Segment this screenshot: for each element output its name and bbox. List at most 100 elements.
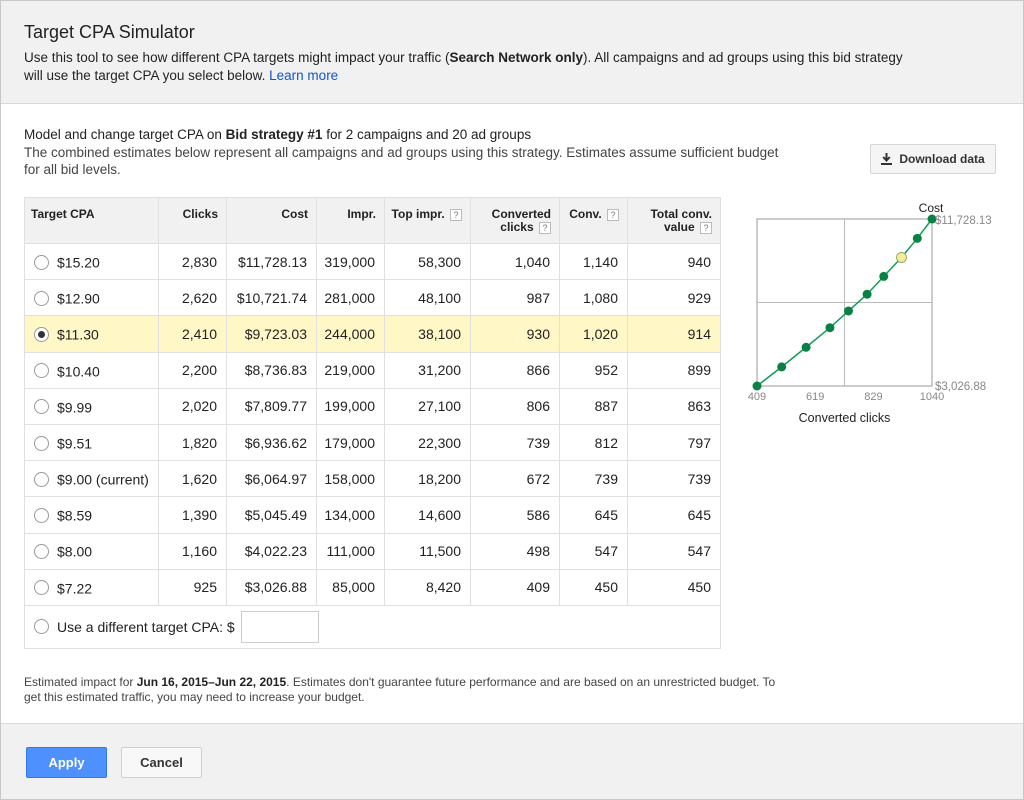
cpa-radio[interactable] xyxy=(34,399,49,415)
cpa-radio[interactable] xyxy=(34,544,49,560)
cpa-value: $9.00 (current) xyxy=(57,471,149,488)
cell-conv: 887 xyxy=(559,387,628,425)
col-header-conv[interactable]: Conv. ? xyxy=(559,197,628,244)
cell-total-conv-value: 797 xyxy=(627,423,721,462)
cpa-radio[interactable] xyxy=(34,435,49,451)
learn-more-link[interactable]: Learn more xyxy=(269,68,339,83)
table-row[interactable]: $11.30 2,410 $9,723.03 244,000 38,100 930 1,02… xyxy=(24,315,721,353)
footnote-date-range: Jun 16, 2015–Jun 22, 2015 xyxy=(136,675,287,689)
top-impr-label: Top impr. xyxy=(391,207,445,221)
table-row[interactable]: $15.20 2,830 $11,728.13 319,000 58,300 1,040 1… xyxy=(24,242,721,281)
cell-converted-clicks: 586 xyxy=(470,496,560,534)
cell-total-conv-value: 914 xyxy=(627,315,721,353)
col-header-total-conv-value[interactable]: Total conv. value ? xyxy=(627,197,721,244)
cell-impr: 158,000 xyxy=(316,460,385,498)
chart-point xyxy=(825,323,835,333)
cell-cost: $8,736.83 xyxy=(226,351,317,389)
table-row[interactable]: $7.22 925 $3,026.88 85,000 8,420 409 450 450 xyxy=(24,568,721,606)
cell-total-conv-value: 863 xyxy=(627,387,721,425)
cell-conv: 1,140 xyxy=(559,242,628,281)
download-icon xyxy=(881,153,893,165)
cpa-radio[interactable] xyxy=(34,254,49,270)
cell-conv: 1,080 xyxy=(559,279,628,317)
custom-cpa-input[interactable] xyxy=(240,610,319,643)
cpa-radio[interactable] xyxy=(34,508,49,524)
cancel-button[interactable]: Cancel xyxy=(121,747,202,778)
help-icon[interactable]: ? xyxy=(539,221,551,234)
cell-clicks: 2,620 xyxy=(158,279,227,317)
cpa-value: $10.40 xyxy=(57,362,100,379)
cell-impr: 85,000 xyxy=(316,568,385,606)
cell-total-conv-value: 645 xyxy=(627,496,721,534)
cpa-radio[interactable] xyxy=(34,327,49,343)
table-header-row: Target CPA Clicks Cost Impr. Top impr. ?… xyxy=(24,197,721,244)
cpa-value: $12.90 xyxy=(57,290,100,307)
apply-button[interactable]: Apply xyxy=(26,747,107,778)
table-row[interactable]: $9.00 (current) 1,620 $6,064.97 158,000 18,2… xyxy=(24,460,721,498)
cpa-value: $8.00 xyxy=(57,543,93,560)
cell-total-conv-value: 547 xyxy=(627,532,721,570)
cell-clicks: 1,820 xyxy=(158,423,227,462)
cell-conv: 450 xyxy=(559,568,628,606)
table-row[interactable]: $9.99 2,020 $7,809.77 199,000 27,100 806 887 86… xyxy=(24,387,721,425)
model-line: Model and change target CPA on Bid strat… xyxy=(24,127,531,142)
cost-vs-converted-clicks-chart: Cost $11,728.13 $3,026.88 409 619 829 1040 Conv… xyxy=(736,196,1016,436)
cell-impr: 281,000 xyxy=(316,279,385,317)
cell-cost: $6,064.97 xyxy=(226,460,317,498)
cpa-radio[interactable] xyxy=(34,363,49,379)
cell-converted-clicks: 930 xyxy=(470,315,560,353)
cell-clicks: 1,390 xyxy=(158,496,227,534)
cell-target-cpa: $12.90 xyxy=(24,279,159,317)
chart-x-tick-label: 1040 xyxy=(920,391,944,403)
chart-x-tick-label: 829 xyxy=(864,391,882,403)
col-header-top-impr[interactable]: Top impr. ? xyxy=(384,197,471,244)
custom-cpa-radio[interactable] xyxy=(34,619,49,635)
help-icon[interactable]: ? xyxy=(607,208,619,221)
table-row[interactable]: $10.40 2,200 $8,736.83 219,000 31,200 866 952 8… xyxy=(24,351,721,389)
col-header-impr[interactable]: Impr. xyxy=(316,197,385,244)
cell-target-cpa: $11.30 xyxy=(24,315,159,353)
converted-clicks-label-1: Converted xyxy=(491,207,551,221)
cell-converted-clicks: 672 xyxy=(470,460,560,498)
model-text-post: for 2 campaigns and 20 ad groups xyxy=(322,127,532,142)
table-row[interactable]: $9.51 1,820 $6,936.62 179,000 22,300 739 812 79… xyxy=(24,423,721,462)
cpa-radio[interactable] xyxy=(34,471,49,487)
col-header-converted-clicks[interactable]: Converted clicks ? xyxy=(470,197,560,244)
table-row[interactable]: $8.59 1,390 $5,045.49 134,000 14,600 586 645 64… xyxy=(24,496,721,534)
cell-cost: $3,026.88 xyxy=(226,568,317,606)
desc-text-bold: Search Network only xyxy=(449,50,583,65)
col-header-target-cpa[interactable]: Target CPA xyxy=(24,197,159,244)
table-row[interactable]: $8.00 1,160 $4,022.23 111,000 11,500 498 547 54… xyxy=(24,532,721,570)
cell-total-conv-value: 940 xyxy=(627,242,721,281)
desc-text-pre: Use this tool to see how different CPA t… xyxy=(24,50,450,65)
chart-svg: Cost$11,728.13 $3,026.88 409 619 829 1040 Conv… xyxy=(748,201,992,425)
cell-top-impr: 11,500 xyxy=(384,532,471,570)
col-header-cost[interactable]: Cost xyxy=(226,197,317,244)
cell-converted-clicks: 498 xyxy=(470,532,560,570)
cell-clicks: 2,830 xyxy=(158,242,227,281)
chart-x-tick-label: 619 xyxy=(806,391,824,403)
dialog-title: Target CPA Simulator xyxy=(24,22,195,42)
table-row[interactable]: $12.90 2,620 $10,721.74 281,000 48,100 987 1,0… xyxy=(24,279,721,317)
cell-cost: $7,809.77 xyxy=(226,387,317,425)
cpa-radio[interactable] xyxy=(34,290,49,306)
custom-cpa-row: Use a different target CPA: $ xyxy=(24,604,721,649)
cpa-value: $8.59 xyxy=(57,507,93,524)
cpa-value: $9.51 xyxy=(57,435,93,452)
cpa-radio[interactable] xyxy=(34,580,49,596)
chart-point xyxy=(777,362,787,372)
help-icon[interactable]: ? xyxy=(450,208,462,221)
cpa-value: $9.99 xyxy=(57,398,93,415)
download-data-button[interactable]: Download data xyxy=(870,144,996,174)
cell-top-impr: 38,100 xyxy=(384,315,471,353)
cell-top-impr: 22,300 xyxy=(384,423,471,462)
cell-top-impr: 27,100 xyxy=(384,387,471,425)
cell-converted-clicks: 409 xyxy=(470,568,560,606)
cell-top-impr: 18,200 xyxy=(384,460,471,498)
converted-clicks-label-2: clicks xyxy=(500,220,534,234)
cell-converted-clicks: 1,040 xyxy=(470,242,560,281)
col-header-clicks[interactable]: Clicks xyxy=(158,197,227,244)
help-icon[interactable]: ? xyxy=(700,221,712,234)
cell-top-impr: 8,420 xyxy=(384,568,471,606)
cell-conv: 739 xyxy=(559,460,628,498)
